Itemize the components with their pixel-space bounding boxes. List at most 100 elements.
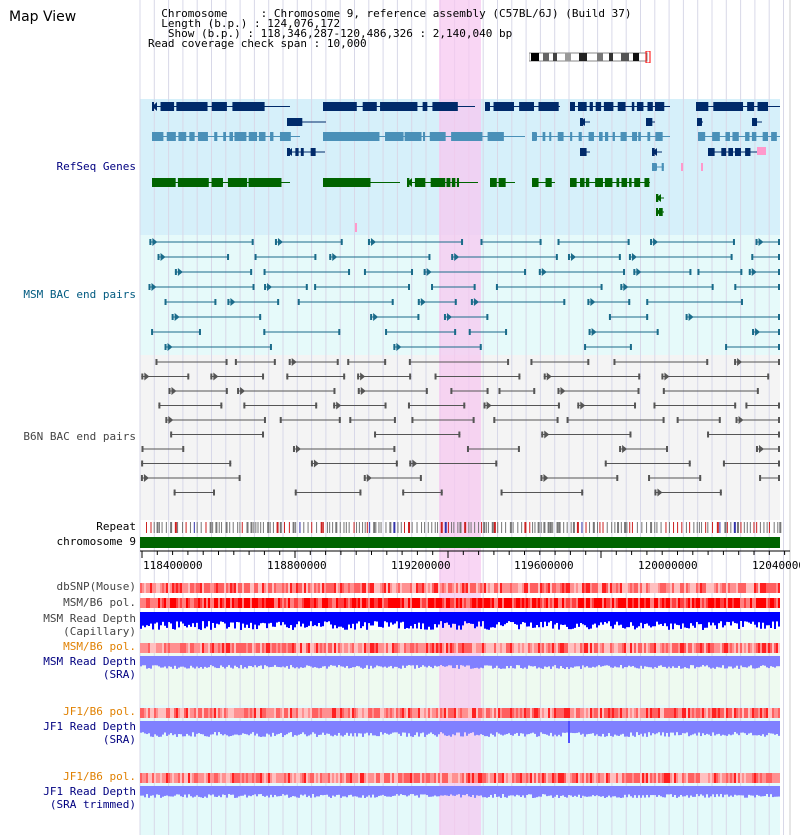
repeat-element[interactable] [505,522,507,533]
gene-exon[interactable] [621,178,628,187]
gene-exon[interactable] [456,178,460,187]
gene-exon[interactable] [189,132,195,141]
repeat-element[interactable] [592,522,595,533]
gene-exon[interactable] [404,132,422,141]
gene-exon[interactable] [430,178,446,187]
gene-exon[interactable] [258,132,266,141]
gene-exon[interactable] [647,102,653,111]
gene-exon[interactable] [323,178,371,187]
repeat-element[interactable] [558,522,561,533]
repeat-element[interactable] [225,522,228,533]
track-label-msm-b6-pol[interactable]: MSM/B6 pol. [63,596,136,609]
gene-exon[interactable] [728,148,733,156]
repeat-element[interactable] [493,522,496,533]
repeat-element[interactable] [483,522,486,533]
repeat-element[interactable] [229,522,231,533]
repeat-element[interactable] [332,522,334,533]
gene-exon[interactable] [771,132,777,141]
track-label-msm-b6-pol-sra[interactable]: MSM/B6 pol. [63,640,136,653]
repeat-element[interactable] [358,522,360,533]
repeat-element[interactable] [299,522,301,533]
track-label-chromosome[interactable]: chromosome 9 [56,535,136,548]
gene-exon[interactable] [422,102,428,111]
gene-exon[interactable] [310,148,316,156]
repeat-element[interactable] [255,522,257,533]
repeat-element[interactable] [617,522,620,533]
repeat-element[interactable] [743,522,745,533]
gene-exon[interactable] [603,102,614,111]
track-label-jf1-depth-sra[interactable]: JF1 Read Depth [43,720,136,733]
repeat-element[interactable] [698,522,700,533]
repeat-element[interactable] [581,522,583,533]
gene-exon[interactable] [604,132,609,141]
track-label-jf1-b6-pol-2[interactable]: JF1/B6 pol. [63,770,136,783]
gene-exon[interactable] [295,148,299,156]
gene-exon[interactable] [713,102,744,111]
repeat-element[interactable] [521,522,523,533]
gene-exon[interactable] [223,132,227,141]
gene-exon[interactable] [745,132,750,141]
gene-exon[interactable] [638,132,641,141]
repeat-element[interactable] [724,522,727,533]
track-label-jf1-b6-pol[interactable]: JF1/B6 pol. [63,705,136,718]
repeat-element[interactable] [348,522,350,533]
track-label-b6n-bac[interactable]: B6N BAC end pairs [23,430,136,443]
gene-exon[interactable] [451,132,483,141]
gene-exon[interactable] [612,132,615,141]
repeat-element[interactable] [185,522,187,533]
repeat-element[interactable] [253,522,255,533]
gene-feature-pink[interactable] [757,147,766,155]
repeat-element[interactable] [464,522,467,533]
repeat-element[interactable] [534,522,536,533]
repeat-element[interactable] [444,522,447,533]
gene-exon[interactable] [152,132,164,141]
gene-exon[interactable] [432,102,458,111]
repeat-element[interactable] [524,522,527,533]
gene-exon[interactable] [300,148,304,156]
repeat-element[interactable] [707,522,709,533]
gene-exon[interactable] [585,178,590,187]
repeat-element[interactable] [629,522,631,533]
gene-exon[interactable] [595,102,602,111]
repeat-element[interactable] [540,522,542,533]
gene-exon[interactable] [270,132,274,141]
repeat-element[interactable] [768,522,770,533]
gene-exon[interactable] [725,132,730,141]
gene-exon[interactable] [248,178,282,187]
repeat-element[interactable] [250,522,253,533]
repeat-element[interactable] [200,522,202,533]
repeat-element[interactable] [416,522,418,533]
track-label-dbsnp[interactable]: dbSNP(Mouse) [56,580,136,593]
repeat-element[interactable] [532,522,534,533]
repeat-element[interactable] [170,522,173,533]
repeat-element[interactable] [339,522,341,533]
gene-exon[interactable] [422,132,426,141]
repeat-element[interactable] [246,522,249,533]
gene-exon[interactable] [570,132,573,141]
repeat-element[interactable] [549,522,552,533]
repeat-element[interactable] [696,522,698,533]
gene-exon[interactable] [362,102,377,111]
repeat-element[interactable] [272,522,274,533]
repeat-element[interactable] [320,522,323,533]
gene-exon[interactable] [721,148,727,156]
repeat-element[interactable] [276,522,279,533]
repeat-element[interactable] [677,522,679,533]
repeat-element[interactable] [673,522,675,533]
chromosome-bar[interactable] [140,537,780,548]
repeat-element[interactable] [322,522,324,533]
gene-exon[interactable] [451,178,456,187]
repeat-element[interactable] [470,522,472,533]
gene-exon[interactable] [538,102,559,111]
repeat-element[interactable] [404,522,406,533]
repeat-element[interactable] [212,522,214,533]
repeat-element[interactable] [736,522,739,533]
repeat-element[interactable] [427,522,429,533]
repeat-element[interactable] [763,522,765,533]
gene-exon[interactable] [178,132,187,141]
gene-exon[interactable] [287,118,303,126]
repeat-element[interactable] [366,522,368,533]
repeat-element[interactable] [364,522,366,533]
repeat-element[interactable] [517,522,519,533]
track-label-refseq[interactable]: RefSeq Genes [56,160,136,173]
